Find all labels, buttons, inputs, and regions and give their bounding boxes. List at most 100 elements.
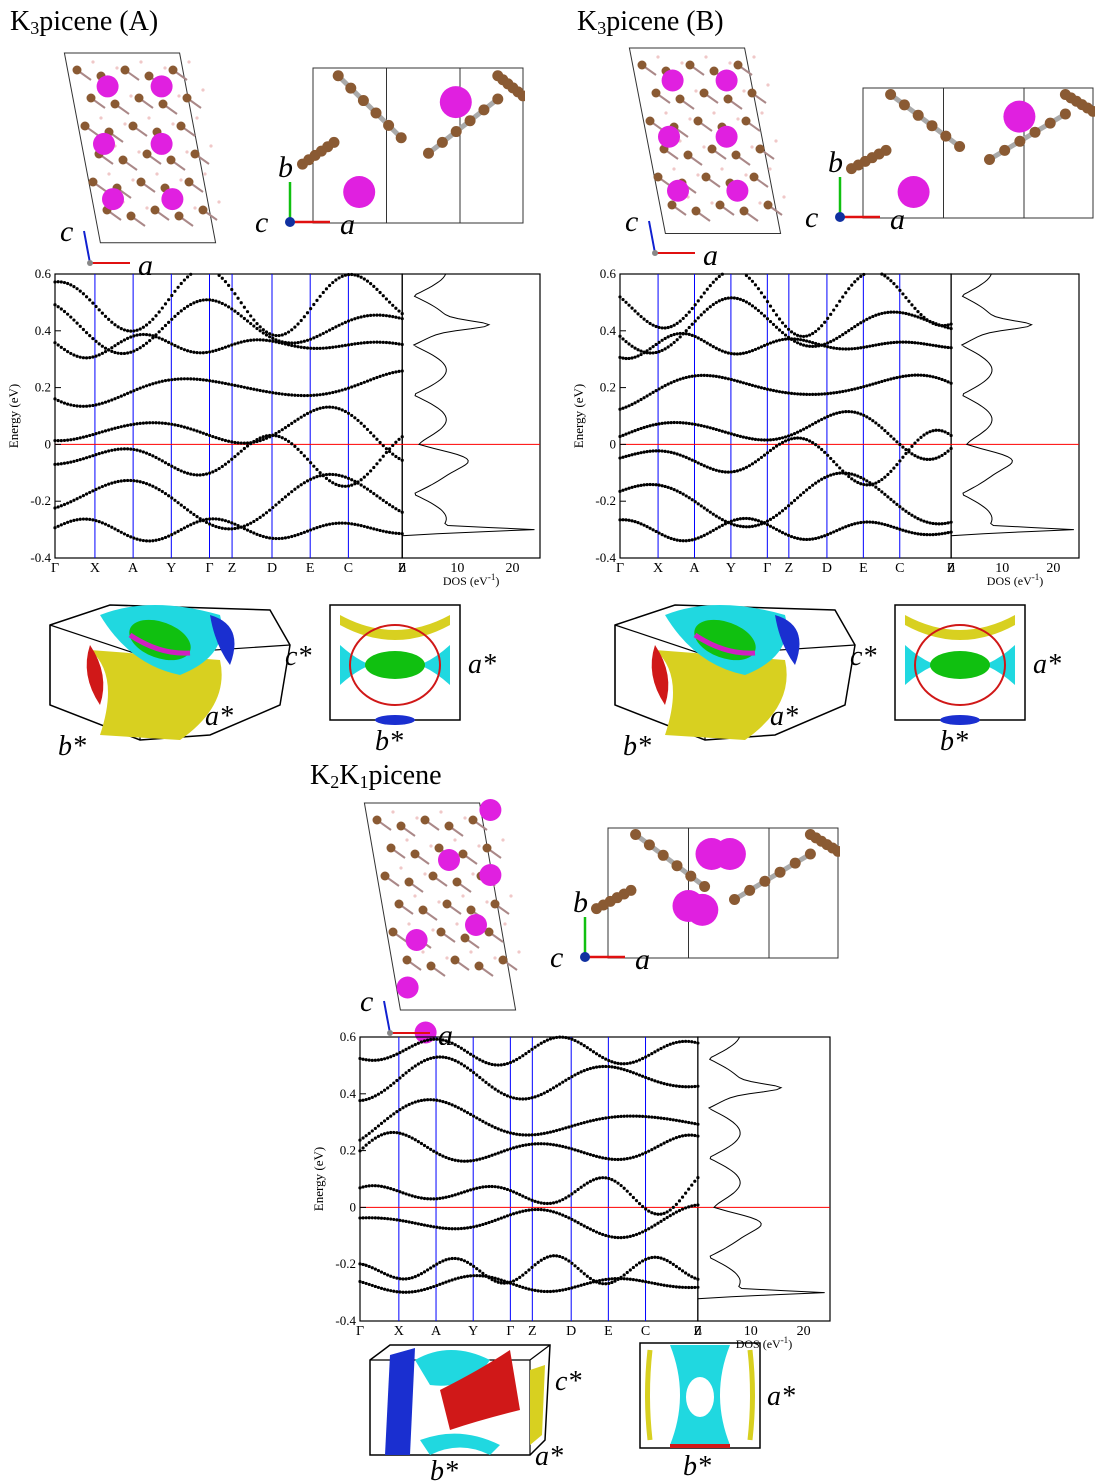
- band-point: [359, 341, 363, 345]
- band-point: [693, 537, 697, 541]
- band-point: [69, 283, 73, 287]
- band-point: [481, 1222, 485, 1227]
- band-point: [570, 1075, 574, 1079]
- band-point: [286, 423, 291, 428]
- band-point: [539, 1092, 543, 1097]
- carbon-atom: [880, 144, 892, 156]
- band-point: [666, 535, 670, 539]
- band-point: [239, 314, 243, 318]
- band-point: [233, 342, 237, 346]
- carbon-atom: [747, 88, 757, 98]
- band-point: [835, 528, 839, 533]
- band-point: [527, 1133, 531, 1137]
- band-point: [375, 287, 379, 291]
- potassium-atom: [661, 69, 684, 92]
- band-point: [747, 302, 752, 306]
- band-point: [496, 1280, 500, 1284]
- band-point: [129, 447, 133, 451]
- band-point: [81, 356, 86, 360]
- band-point: [59, 462, 63, 466]
- band-point: [456, 1276, 460, 1280]
- band-point: [465, 1159, 470, 1163]
- band-point: [160, 537, 164, 541]
- band-point: [880, 426, 884, 430]
- band-point: [669, 536, 673, 541]
- band-point: [693, 374, 697, 378]
- band-point: [598, 1278, 602, 1283]
- band-point: [435, 1037, 439, 1041]
- carbon-atom: [1044, 117, 1056, 129]
- band-point: [564, 1196, 568, 1200]
- band-point: [844, 389, 848, 393]
- band-point: [122, 532, 127, 536]
- band-point: [220, 438, 224, 442]
- band-point: [561, 1035, 565, 1039]
- band-point: [110, 448, 114, 452]
- band-point: [832, 391, 836, 395]
- band-point: [696, 423, 700, 427]
- band-point: [641, 1279, 645, 1283]
- band-point: [674, 1136, 678, 1140]
- band-point: [678, 331, 682, 336]
- band-point: [662, 1082, 666, 1086]
- band-point: [365, 487, 370, 491]
- band-point: [934, 456, 938, 460]
- band-point: [447, 1156, 451, 1161]
- y-tick-label: 0.4: [600, 323, 617, 338]
- band-point: [922, 519, 926, 523]
- band-point: [353, 317, 357, 321]
- band-point: [644, 1055, 648, 1059]
- band-point: [634, 1114, 639, 1118]
- band-point: [211, 523, 215, 527]
- band-point: [302, 315, 306, 319]
- band-point: [853, 324, 857, 329]
- band-point: [176, 423, 180, 428]
- band-point: [627, 404, 631, 408]
- band-point: [684, 1271, 688, 1275]
- band-point: [768, 448, 773, 453]
- band-point: [558, 1144, 562, 1148]
- band-point: [622, 1157, 626, 1161]
- band-point: [759, 311, 764, 315]
- carbon-atom: [420, 815, 430, 825]
- band-point: [394, 315, 398, 319]
- band-point: [542, 1201, 546, 1205]
- band-point: [277, 430, 281, 434]
- band-point: [579, 1185, 583, 1189]
- axis-label-b: b: [278, 151, 293, 184]
- unit-cell: [628, 47, 782, 234]
- band-point: [331, 390, 335, 395]
- band-point: [943, 345, 947, 349]
- band-point: [173, 498, 177, 502]
- band-point: [220, 518, 224, 522]
- carbon-atom: [80, 121, 90, 131]
- band-point: [309, 477, 313, 481]
- band-point: [645, 319, 649, 324]
- band-point: [397, 508, 401, 513]
- structure-side-view: ca: [625, 47, 786, 265]
- band-point: [856, 521, 860, 525]
- band-point: [361, 1146, 365, 1150]
- band-point: [167, 422, 171, 426]
- k-point-label: Z: [694, 1324, 703, 1339]
- band-point: [677, 1040, 682, 1044]
- band-point: [627, 486, 631, 490]
- carbon-atom: [731, 150, 741, 160]
- band-point: [410, 1290, 414, 1294]
- band-point: [404, 1047, 408, 1051]
- band-point: [542, 1208, 546, 1212]
- band-point: [271, 333, 275, 337]
- band-point: [337, 521, 341, 525]
- band-point: [359, 275, 363, 279]
- band-point: [687, 310, 691, 314]
- band-point: [671, 1262, 675, 1266]
- band-point: [699, 535, 703, 539]
- band-point: [628, 1234, 632, 1238]
- band-point: [370, 1266, 374, 1270]
- band-point: [594, 1177, 599, 1181]
- band-point: [545, 1289, 549, 1294]
- band-point: [419, 1288, 424, 1292]
- band-point: [690, 1275, 694, 1279]
- band-point: [365, 525, 370, 529]
